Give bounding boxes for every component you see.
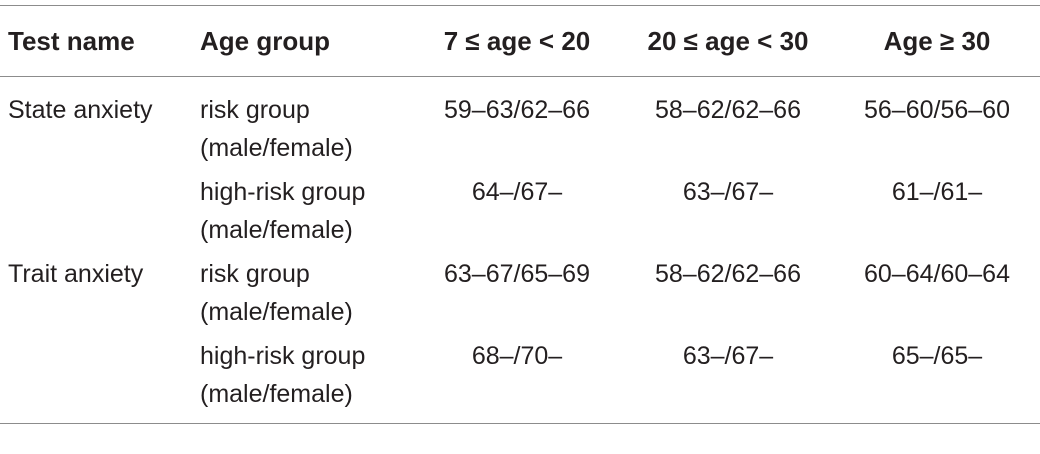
table-row: high-risk group (male/female) 64–/67– 63…	[0, 167, 1040, 249]
age-group-cell: high-risk group (male/female)	[190, 167, 412, 249]
value-cell-age-7-20: 59–63/62–66	[444, 96, 590, 124]
table-row: high-risk group (male/female) 68–/70– 63…	[0, 331, 1040, 424]
age-group-sex-label: (male/female)	[200, 298, 353, 326]
age-group-sex-label: (male/female)	[200, 134, 353, 162]
test-name-cell: State anxiety	[8, 96, 153, 124]
value-cell-age-7-20: 63–67/65–69	[444, 260, 590, 288]
age-group-label: risk group	[200, 96, 310, 124]
age-group-cell: risk group (male/female)	[190, 77, 412, 168]
age-group-label: high-risk group	[200, 342, 366, 370]
value-cell-age-30-plus: 60–64/60–64	[864, 260, 1010, 288]
age-group-label: risk group	[200, 260, 310, 288]
age-group-label: high-risk group	[200, 178, 366, 206]
header-age-30-plus: Age ≥ 30	[883, 25, 991, 56]
table-row: Trait anxiety risk group (male/female) 6…	[0, 249, 1040, 331]
value-cell-age-30-plus: 56–60/56–60	[864, 96, 1010, 124]
value-cell-age-7-20: 68–/70–	[471, 342, 563, 370]
test-name-cell: Trait anxiety	[8, 260, 144, 288]
value-cell-age-20-30: 58–62/62–66	[655, 260, 801, 288]
age-group-sex-label: (male/female)	[200, 380, 353, 408]
header-age-20-30: 20 ≤ age < 30	[647, 25, 809, 56]
table-body: State anxiety risk group (male/female) 5…	[0, 77, 1040, 424]
value-cell-age-30-plus: 61–/61–	[891, 178, 983, 206]
value-cell-age-20-30: 63–/67–	[682, 342, 774, 370]
age-group-sex-label: (male/female)	[200, 216, 353, 244]
value-cell-age-20-30: 63–/67–	[682, 178, 774, 206]
test-name-cell	[0, 167, 190, 249]
value-cell-age-20-30: 58–62/62–66	[655, 96, 801, 124]
table-header: Test name Age group 7 ≤ age < 20 20 ≤ ag…	[0, 5, 1040, 77]
age-group-cell: high-risk group (male/female)	[190, 331, 412, 424]
header-test-name: Test name	[8, 25, 135, 56]
header-age-7-20: 7 ≤ age < 20	[443, 25, 591, 56]
age-group-cell: risk group (male/female)	[190, 249, 412, 331]
header-row: Test name Age group 7 ≤ age < 20 20 ≤ ag…	[0, 5, 1040, 77]
test-name-cell	[0, 331, 190, 424]
value-cell-age-7-20: 64–/67–	[471, 178, 563, 206]
anxiety-cutoff-table: Test name Age group 7 ≤ age < 20 20 ≤ ag…	[0, 5, 1040, 424]
header-age-group: Age group	[200, 25, 330, 56]
value-cell-age-30-plus: 65–/65–	[891, 342, 983, 370]
table-row: State anxiety risk group (male/female) 5…	[0, 77, 1040, 168]
